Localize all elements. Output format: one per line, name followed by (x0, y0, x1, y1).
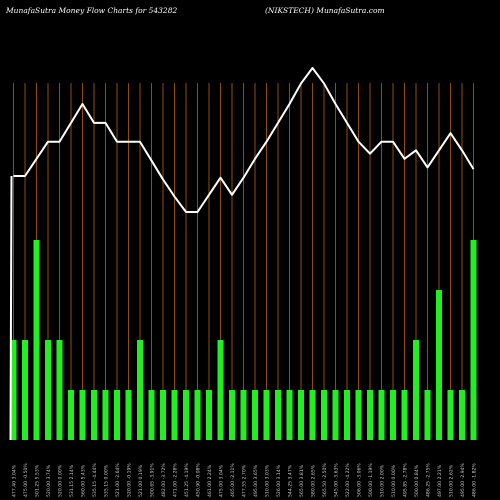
x-tick-label: 500.00 -1.19% (368, 463, 374, 497)
x-tick-label: 486.25 -2.75% (426, 463, 432, 497)
x-tick-label: 475.00 -0.50% (23, 463, 29, 497)
x-tick-label: 500.00 0.84% (414, 464, 420, 497)
x-tick-label: 465.00 -2.11% (230, 463, 236, 497)
x-tick-label: 520.00 3.74% (46, 464, 52, 497)
x-tick-label: 495.00 3.65% (253, 464, 259, 497)
x-tick-label: 461.00 2.24% (207, 464, 213, 497)
x-tick-labels: 477.40 3.04% 475.00 -0.50% 501.25 5.53% 520… (12, 463, 478, 497)
money-flow-bar (298, 390, 304, 440)
x-tick-label: 580.00 2.65% (311, 464, 317, 497)
x-tick-label: 560.00 5.43% (81, 464, 87, 497)
money-flow-bar (160, 390, 166, 440)
x-tick-label: 495.85 -2.78% (403, 463, 409, 497)
money-flow-bar (263, 390, 270, 440)
money-flow-bar (68, 390, 74, 440)
money-flow-bar (367, 390, 373, 440)
money-flow-bar (286, 390, 293, 440)
money-flow-bar (171, 390, 178, 440)
x-tick-label: 495.00 -2.94% (460, 463, 466, 497)
x-tick-label: 510.00 2.00% (380, 464, 386, 497)
x-tick-label: 501.25 5.53% (35, 464, 41, 497)
money-flow-bar (183, 390, 189, 440)
money-flow-bar (355, 390, 362, 440)
money-flow-bar (240, 390, 247, 440)
x-tick-label: 451.25 -4.19% (184, 463, 190, 497)
x-tick-label: 520.00 0.00% (58, 464, 64, 497)
x-tick-label: 506.00 -3.06% (357, 463, 363, 497)
money-flow-bar (22, 340, 28, 440)
x-tick-label: 510.00 3.03% (265, 464, 271, 497)
money-flow-bar (390, 390, 396, 440)
x-tick-label: 486.00 -1.82% (472, 463, 478, 497)
x-tick-label: 510.00 2.62% (449, 464, 455, 497)
x-tick-label: 544.25 3.47% (288, 464, 294, 497)
x-tick-label: 477.55 2.70% (242, 464, 248, 497)
money-flow-bar (91, 390, 97, 440)
money-flow-bar (413, 340, 419, 440)
x-tick-label: 482.00 -3.72% (161, 463, 167, 497)
money-flow-bar (447, 390, 454, 440)
x-tick-label: 521.00 -2.64% (115, 463, 121, 497)
money-flow-bar (309, 390, 316, 440)
x-tick-label: 497.00 2.21% (437, 464, 443, 497)
money-flow-bar (33, 240, 40, 440)
chart-header-right: (NIKSTECH) MunafaSutra.com (265, 6, 385, 15)
money-flow-bar (229, 390, 235, 440)
x-tick-label: 500.65 -3.91% (150, 463, 156, 497)
price-line-start (9, 175, 13, 441)
money-flow-bar (470, 240, 477, 440)
x-tick-label: 522.00 -4.22% (345, 463, 351, 497)
money-flow-bar (424, 390, 431, 440)
money-flow-bar (148, 390, 155, 440)
money-flow-bar (137, 340, 143, 440)
money-flow-bar (275, 390, 281, 440)
money-flow-bar (79, 390, 86, 440)
x-tick-label: 545.00 -3.63% (334, 463, 340, 497)
money-flow-bar (56, 340, 63, 440)
x-tick-label: 471.00 -2.28% (173, 463, 179, 497)
money-flow-bar (252, 390, 258, 440)
money-flow-bar (194, 390, 201, 440)
x-tick-label: 450.90 -0.08% (196, 463, 202, 497)
money-flow-bars (10, 240, 477, 440)
money-flow-bar (102, 390, 109, 440)
x-tick-label: 535.15 0.00% (104, 464, 110, 497)
price-line (13, 67, 475, 213)
money-flow-bar (436, 290, 442, 440)
x-tick-label: 565.00 3.81% (299, 464, 305, 497)
money-flow-bar (10, 340, 17, 440)
gridlines (13, 83, 474, 440)
money-flow-bar (344, 390, 350, 440)
x-tick-label: 475.00 3.04% (219, 464, 225, 497)
money-flow-bar (217, 340, 224, 440)
money-flow-bar (45, 340, 51, 440)
money-flow-bar (206, 390, 212, 440)
money-flow-bar (378, 390, 385, 440)
x-tick-label: 477.40 3.04% (12, 464, 18, 497)
money-flow-bar (401, 390, 408, 440)
money-flow-bar (332, 390, 339, 440)
x-tick-label: 535.15 -4.44% (92, 463, 98, 497)
x-tick-label: 526.00 3.14% (276, 464, 282, 497)
money-flow-bar (114, 390, 120, 440)
money-flow-bar (125, 390, 132, 440)
x-tick-label: 565.50 -2.50% (322, 463, 328, 497)
x-tick-label: 521.00 0.19% (138, 464, 144, 497)
chart-header-left: MunafaSutra Money Flow Charts for 543282 (6, 6, 178, 15)
x-tick-label: 531.15 2.14% (69, 464, 75, 497)
x-tick-label: 510.00 0.00% (391, 464, 397, 497)
money-flow-bar (459, 390, 465, 440)
money-flow-bar (321, 390, 327, 440)
x-tick-label: 520.00 -0.19% (127, 463, 133, 497)
